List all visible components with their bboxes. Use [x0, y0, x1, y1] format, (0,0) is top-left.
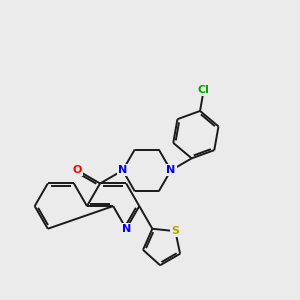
Text: S: S	[171, 226, 179, 236]
Text: N: N	[118, 165, 127, 176]
Text: N: N	[122, 224, 131, 234]
Text: N: N	[166, 165, 176, 176]
Text: O: O	[73, 165, 82, 176]
Text: Cl: Cl	[198, 85, 210, 95]
